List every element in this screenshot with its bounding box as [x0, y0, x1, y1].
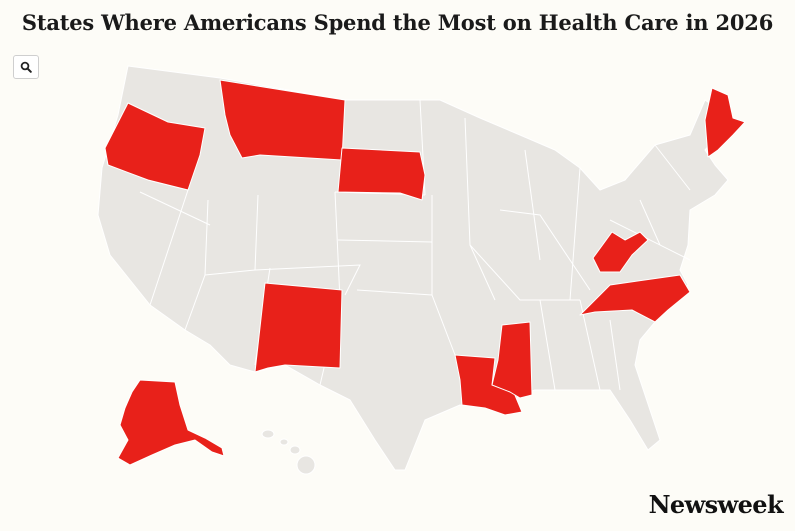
page-title: States Where Americans Spend the Most on…: [21, 10, 774, 35]
state-south-dakota[interactable]: [337, 147, 426, 201]
state-louisiana[interactable]: [454, 354, 523, 416]
hawaii: [261, 429, 316, 475]
state-maine[interactable]: [704, 87, 746, 158]
newsweek-logo: Newsweek: [648, 490, 784, 519]
state-new-mexico[interactable]: [254, 282, 343, 373]
state-north-carolina[interactable]: [579, 274, 691, 323]
state-oregon[interactable]: [104, 102, 206, 191]
state-mississippi[interactable]: [491, 321, 533, 399]
search-icon: [20, 61, 32, 73]
state-montana[interactable]: [219, 79, 346, 161]
search-button[interactable]: [13, 55, 39, 79]
state-west-virginia[interactable]: [592, 231, 649, 273]
state-alaska[interactable]: [117, 379, 225, 466]
